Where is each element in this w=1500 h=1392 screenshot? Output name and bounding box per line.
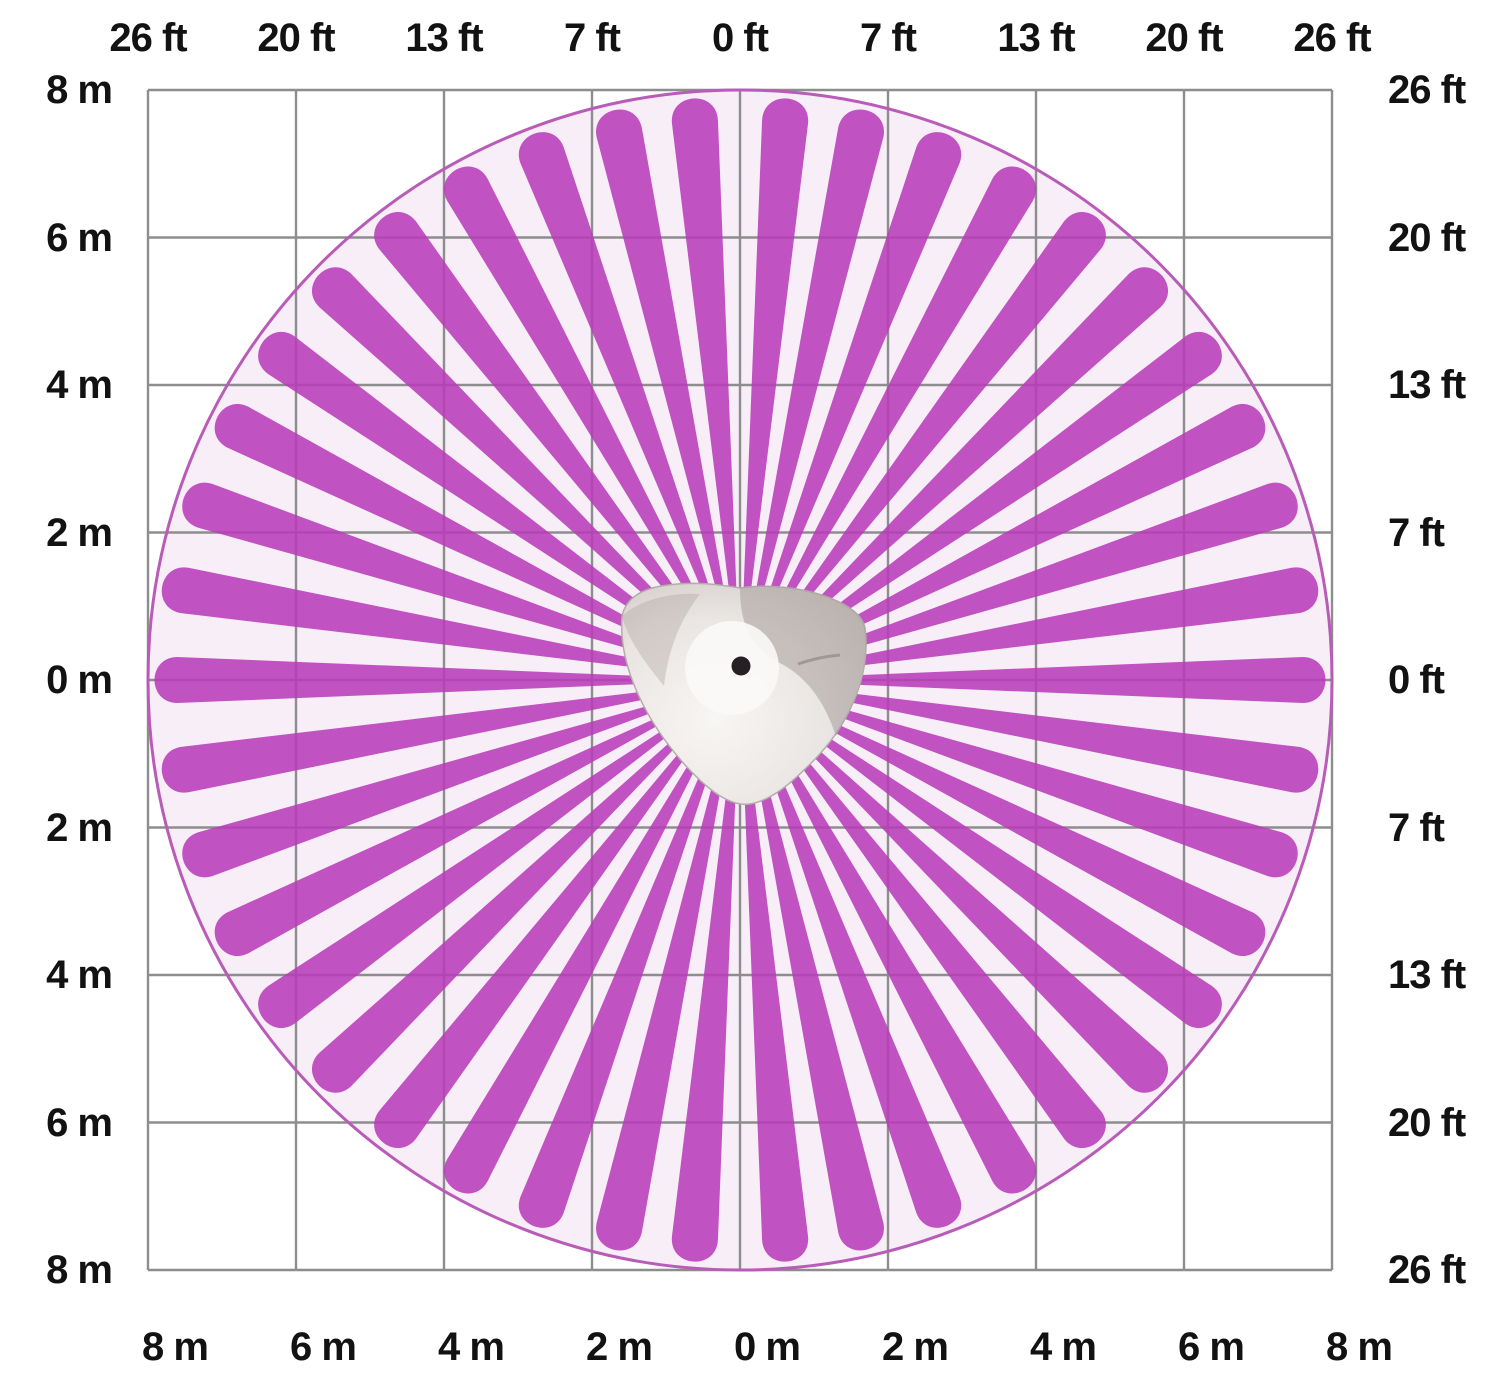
detection-beam (596, 728, 732, 1251)
detection-beam (671, 98, 738, 631)
detection-beam (443, 722, 718, 1194)
axis-label-right: 7 ft (1388, 805, 1445, 850)
axis-label-left: 2 m (46, 805, 113, 850)
axis-label-top: 0 ft (712, 16, 769, 60)
detection-beam (742, 729, 809, 1262)
axis-label-left: 4 m (46, 363, 113, 407)
detection-beam (784, 403, 1266, 660)
axis-label-right: 13 ft (1388, 953, 1466, 997)
coverage-outline (146, 88, 1334, 1272)
sensor-seam-line (797, 653, 841, 666)
detection-beam (748, 728, 884, 1251)
detection-beam (787, 693, 1298, 878)
axis-label-top: 7 ft (564, 16, 621, 60)
axis-label-top: 7 ft (860, 16, 917, 60)
detection-beam (769, 718, 1106, 1149)
detection-beam (214, 700, 696, 957)
axis-label-bottom: 6 m (290, 1325, 357, 1369)
axis-label-right: 26 ft (1388, 1248, 1466, 1292)
axis-label-left: 0 m (46, 658, 113, 702)
detection-beam (748, 109, 884, 632)
axis-label-bottom: 6 m (1178, 1325, 1245, 1369)
axis-label-top: 13 ft (405, 16, 483, 60)
axis-label-bottom: 8 m (142, 1325, 209, 1369)
detection-beam (311, 267, 706, 647)
detection-beam (779, 707, 1222, 1029)
axis-label-left: 4 m (46, 953, 113, 997)
axis-label-bottom: 2 m (586, 1325, 653, 1369)
detection-beam (182, 693, 693, 878)
axis-label-top: 26 ft (109, 16, 187, 60)
detection-beam (518, 726, 725, 1228)
axis-label-left: 2 m (46, 510, 113, 555)
axis-label-top: 26 ft (1293, 16, 1371, 60)
detection-beam (518, 132, 725, 634)
detection-beam (596, 109, 732, 632)
axis-label-right: 7 ft (1388, 510, 1445, 555)
axis-label-top: 13 ft (997, 16, 1075, 60)
detection-beam (742, 98, 809, 631)
axis-label-right: 26 ft (1388, 68, 1466, 112)
detection-beam (214, 403, 696, 660)
sensor-left-shading (622, 593, 700, 686)
detection-beam (762, 722, 1037, 1194)
detection-beam (755, 726, 962, 1228)
axis-label-right: 20 ft (1388, 215, 1466, 260)
axis-label-right: 20 ft (1388, 1100, 1466, 1145)
axis-label-right: 13 ft (1388, 363, 1466, 407)
detection-beam (762, 166, 1037, 638)
detection-beam (789, 567, 1319, 674)
detection-beam (161, 567, 691, 674)
detection-beam (161, 686, 691, 793)
detection-beam (258, 707, 701, 1029)
axis-label-right: 0 ft (1388, 658, 1445, 702)
detection-beam (789, 686, 1319, 793)
axis-label-top: 20 ft (1145, 16, 1223, 60)
axis-label-left: 6 m (46, 1100, 113, 1145)
axis-label-bottom: 4 m (438, 1325, 505, 1369)
axis-label-bottom: 0 m (734, 1325, 801, 1369)
axis-label-bottom: 8 m (1326, 1325, 1393, 1369)
axis-label-left: 6 m (46, 215, 113, 260)
detection-beam (787, 482, 1298, 667)
axis-label-top: 20 ft (257, 16, 335, 60)
sensor-lens-dot (731, 656, 751, 676)
detection-beam (258, 331, 701, 653)
detection-beam (779, 331, 1222, 653)
detection-beam (443, 166, 718, 638)
detection-beam (769, 211, 1106, 642)
axis-label-bottom: 4 m (1030, 1325, 1097, 1369)
detection-beam (790, 657, 1326, 703)
detection-beam (154, 657, 690, 703)
detection-beam (774, 713, 1169, 1093)
pir-sensor-device (620, 582, 867, 806)
detection-beam (671, 729, 738, 1262)
detection-beam (784, 700, 1266, 957)
detection-beam (774, 267, 1169, 647)
detection-beam (374, 211, 711, 642)
axis-label-bottom: 2 m (882, 1325, 949, 1369)
detection-beam (755, 132, 962, 634)
detection-beam (182, 482, 693, 667)
beam-group (154, 98, 1326, 1262)
detection-beam (311, 713, 706, 1093)
axis-label-left: 8 m (46, 68, 113, 112)
detection-beam (374, 718, 711, 1149)
axis-label-left: 8 m (46, 1248, 113, 1292)
